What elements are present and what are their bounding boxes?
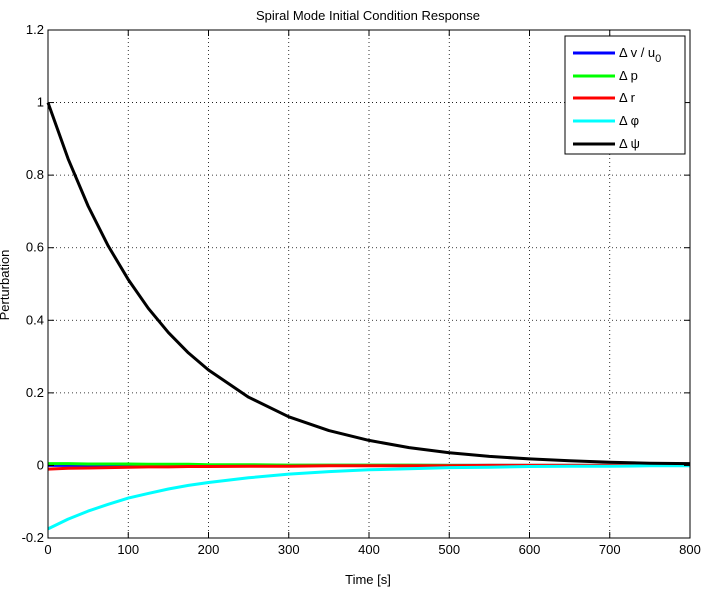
x-tick-label: 600 bbox=[519, 542, 541, 557]
y-tick-label: 0.4 bbox=[26, 312, 44, 327]
x-tick-label: 400 bbox=[358, 542, 380, 557]
y-tick-label: 1 bbox=[37, 95, 44, 110]
x-tick-label: 0 bbox=[44, 542, 51, 557]
y-tick-label: 0.2 bbox=[26, 385, 44, 400]
x-tick-label: 300 bbox=[278, 542, 300, 557]
x-axis-title: Time [s] bbox=[345, 572, 391, 587]
x-tick-label: 700 bbox=[599, 542, 621, 557]
plot-area: 0 100 200 300 400 500 600 700 800-0.200.20.40.60… bbox=[22, 22, 701, 557]
x-tick-label: 800 bbox=[679, 542, 701, 557]
series-line bbox=[46, 102, 691, 466]
y-tick-label: -0.2 bbox=[22, 530, 44, 545]
x-tick-label: 100 bbox=[117, 542, 139, 557]
y-tick-label: 0.6 bbox=[26, 240, 44, 255]
x-tick-label: 500 bbox=[438, 542, 460, 557]
legend-label: Δ p bbox=[619, 68, 638, 83]
legend: Δ v / u0Δ pΔ rΔ φΔ ψ bbox=[564, 35, 686, 155]
chart-title: Spiral Mode Initial Condition Response bbox=[256, 8, 480, 23]
legend-label: Δ ψ bbox=[619, 136, 640, 151]
series-line bbox=[47, 464, 690, 531]
y-tick-label: 0 bbox=[37, 457, 44, 472]
y-tick-label: 1.2 bbox=[26, 22, 44, 37]
legend-label: Δ φ bbox=[619, 113, 639, 128]
x-tick-label: 200 bbox=[198, 542, 220, 557]
legend-label: Δ r bbox=[619, 90, 636, 105]
y-tick-label: 0.8 bbox=[26, 167, 44, 182]
legend-label-subscript: 0 bbox=[655, 53, 661, 65]
y-axis-title: Perturbation bbox=[0, 250, 12, 321]
legend-box bbox=[564, 35, 686, 155]
